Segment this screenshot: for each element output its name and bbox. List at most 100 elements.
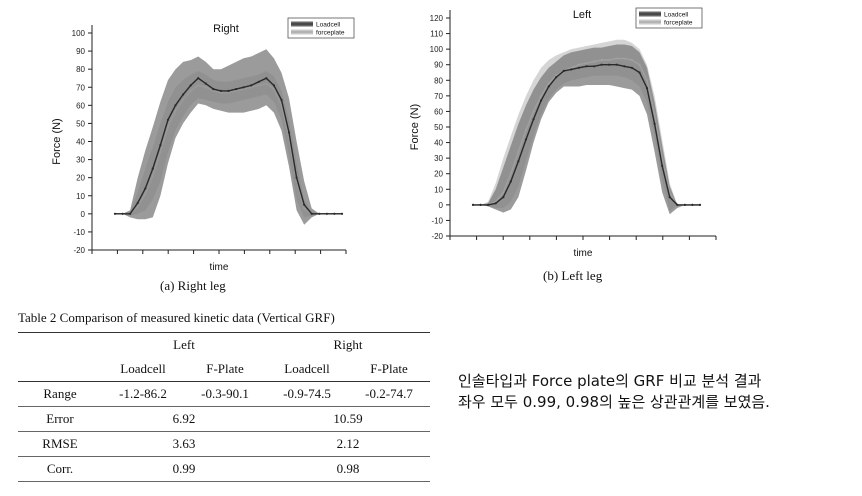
sub-header-left-loadcell: Loadcell bbox=[102, 357, 184, 382]
sd-band-loadcell bbox=[115, 49, 342, 225]
data-point bbox=[630, 58, 633, 62]
data-point bbox=[151, 167, 154, 170]
data-point bbox=[524, 138, 528, 141]
data-point bbox=[547, 82, 550, 85]
y-tick-label: 10 bbox=[76, 192, 85, 201]
grf-comparison-table: Left Right Loadcell F-Plate Loadcell F-P… bbox=[18, 332, 430, 482]
y-tick-label: 0 bbox=[439, 201, 444, 210]
table-row-corr: Corr. 0.99 0.98 bbox=[18, 456, 430, 482]
data-point bbox=[272, 88, 275, 91]
range-right-fplate: -0.2-74.7 bbox=[348, 381, 430, 407]
sub-header-right-fplate: F-Plate bbox=[348, 357, 430, 382]
data-point bbox=[136, 205, 139, 208]
legend-label-forceplate: forceplate bbox=[316, 30, 345, 37]
group-header-right: Right bbox=[266, 332, 430, 357]
data-point bbox=[166, 125, 170, 129]
data-point bbox=[113, 212, 117, 215]
row-label: RMSE bbox=[18, 431, 102, 457]
y-tick-label: 50 bbox=[76, 119, 85, 128]
data-point bbox=[189, 89, 192, 92]
data-point bbox=[683, 203, 686, 206]
data-point bbox=[159, 151, 162, 154]
note-line-2: 좌우 모두 0.99, 0.98의 높은 상관관계를 보였음. bbox=[458, 393, 770, 411]
data-point bbox=[333, 212, 336, 215]
data-point bbox=[562, 69, 565, 72]
data-point bbox=[487, 203, 490, 206]
data-point bbox=[250, 86, 253, 89]
data-point bbox=[600, 58, 603, 62]
group-header-left: Left bbox=[102, 332, 266, 357]
data-point bbox=[585, 65, 588, 68]
table-sub-header-row: Loadcell F-Plate Loadcell F-Plate bbox=[18, 357, 430, 382]
korean-summary-note: 인솔타입과 Force plate의 GRF 비교 분석 결과 좌우 모두 0.… bbox=[458, 371, 770, 413]
y-tick-label: 60 bbox=[76, 101, 85, 110]
y-axis-label: Force (N) bbox=[51, 118, 63, 164]
error-left: 6.92 bbox=[102, 406, 266, 432]
y-axis-label: Force (N) bbox=[409, 104, 421, 150]
data-point bbox=[555, 76, 558, 79]
y-tick-label: -20 bbox=[73, 246, 85, 255]
data-point bbox=[265, 82, 268, 85]
right-leg-caption: (a) Right leg bbox=[160, 278, 226, 293]
data-point bbox=[219, 91, 222, 94]
data-point bbox=[676, 203, 679, 206]
data-point bbox=[502, 196, 505, 199]
y-tick-label: 70 bbox=[434, 92, 443, 101]
data-point bbox=[577, 63, 580, 66]
data-point bbox=[204, 82, 207, 85]
y-tick-label: 40 bbox=[76, 138, 85, 147]
data-point bbox=[303, 207, 306, 210]
data-point bbox=[540, 94, 543, 97]
y-tick-label: 70 bbox=[76, 83, 85, 92]
sub-header-left-fplate: F-Plate bbox=[184, 357, 266, 382]
data-point bbox=[608, 58, 611, 62]
data-point bbox=[182, 93, 185, 96]
data-point bbox=[532, 118, 535, 121]
data-point bbox=[287, 131, 291, 134]
data-point bbox=[212, 88, 215, 91]
data-point bbox=[310, 212, 313, 215]
rmse-right: 2.12 bbox=[266, 431, 430, 457]
data-point bbox=[227, 89, 230, 92]
data-point bbox=[303, 203, 306, 206]
data-point bbox=[623, 65, 626, 68]
x-axis-label: time bbox=[574, 248, 593, 259]
rmse-left: 3.63 bbox=[102, 431, 266, 457]
data-point bbox=[166, 118, 170, 121]
data-point bbox=[250, 84, 253, 87]
data-point bbox=[570, 66, 573, 69]
data-point bbox=[615, 57, 618, 60]
sub-header-right-loadcell: Loadcell bbox=[266, 357, 348, 382]
y-tick-label: 20 bbox=[76, 174, 85, 183]
data-point bbox=[129, 212, 132, 215]
y-tick-label: 120 bbox=[430, 14, 444, 23]
data-point bbox=[524, 129, 528, 132]
data-point bbox=[204, 86, 207, 89]
error-right: 10.59 bbox=[266, 406, 430, 432]
corr-left: 0.99 bbox=[102, 456, 266, 482]
y-tick-label: 0 bbox=[81, 210, 86, 219]
data-point bbox=[197, 77, 200, 80]
data-point bbox=[182, 98, 185, 101]
data-point bbox=[630, 66, 633, 69]
data-point bbox=[136, 201, 139, 205]
data-point bbox=[189, 84, 192, 87]
legend-label-forceplate: forceplate bbox=[664, 20, 693, 27]
data-point bbox=[502, 191, 505, 194]
corr-right: 0.98 bbox=[266, 456, 430, 482]
data-point bbox=[623, 57, 626, 60]
data-point bbox=[661, 164, 664, 167]
data-point bbox=[257, 84, 260, 87]
data-point bbox=[494, 202, 497, 205]
y-tick-label: 100 bbox=[72, 29, 86, 38]
data-point bbox=[668, 196, 671, 199]
left-leg-chart: -20 -10 0 10 20 30 40 50 60 70 80 90 100 110 120 Left ti… bbox=[409, 7, 717, 259]
data-point bbox=[340, 212, 344, 215]
data-point bbox=[219, 89, 222, 92]
range-left-fplate: -0.3-90.1 bbox=[184, 381, 266, 407]
right-leg-chart: -20 -10 0 10 20 30 40 50 60 70 80 90 100 Right time For… bbox=[51, 17, 355, 273]
data-point bbox=[593, 65, 596, 68]
data-point bbox=[159, 144, 162, 147]
data-point bbox=[593, 60, 596, 63]
row-label: Error bbox=[18, 406, 102, 432]
